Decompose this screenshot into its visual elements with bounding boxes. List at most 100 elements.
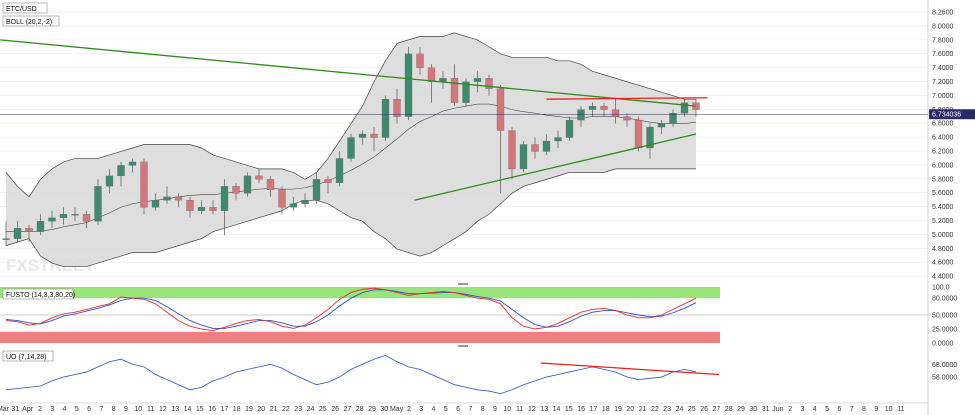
price-tick-label: 7.4000: [932, 65, 954, 72]
stoch-d-line: [5, 289, 697, 329]
x-tick-label: 6: [456, 406, 460, 413]
x-tick-label: 18: [602, 406, 610, 413]
x-tick-label: 16: [577, 406, 585, 413]
candle-body: [278, 189, 286, 208]
current-price-badge: [929, 109, 975, 120]
lower-trendline: [414, 133, 697, 201]
price-tick-label: 4.8000: [932, 246, 954, 253]
candle-body: [427, 67, 436, 82]
x-tick-label: 6: [87, 406, 91, 413]
price-tick-label: 5.0000: [932, 232, 954, 239]
stoch-k-line: [5, 287, 697, 332]
uo-line: [5, 354, 697, 395]
uo-panel: 68.0000 58.0000 UO (7,14,28): [2, 350, 957, 395]
x-tick-label: 11: [516, 406, 523, 413]
x-tick-label: 21: [270, 406, 278, 413]
x-tick-label: 18: [233, 406, 241, 413]
candle-body: [220, 186, 229, 211]
price-tick-label: 6.6000: [932, 121, 954, 128]
x-tick-label: 22: [651, 406, 659, 413]
x-tick-label: 4: [813, 406, 817, 413]
x-tick-label: 22: [282, 406, 290, 413]
candle-body: [611, 109, 620, 117]
x-tick-label: 29: [737, 406, 745, 413]
x-tick-label: 10: [134, 406, 142, 413]
candle-body: [680, 102, 689, 114]
x-tick-label: Jun: [772, 406, 783, 413]
x-tick-label: 10: [885, 406, 893, 413]
stoch-tick-label: 80.0000: [932, 296, 957, 303]
x-tick-label: 9: [493, 406, 497, 413]
x-tick-label: 13: [540, 406, 548, 413]
x-tick-label: 28: [356, 406, 364, 413]
x-tick-label: 11: [147, 406, 154, 413]
x-tick-label: 8: [862, 406, 866, 413]
x-tick-label: 15: [196, 406, 204, 413]
candle-body: [588, 105, 597, 110]
candle-body: [531, 144, 539, 152]
x-tick-label: 27: [344, 406, 352, 413]
candle-body: [13, 228, 22, 239]
candle-body: [2, 238, 10, 240]
x-tick-label: 15: [565, 406, 573, 413]
x-tick-label: 7: [850, 406, 854, 413]
candle-body: [393, 99, 401, 117]
x-tick-label: 24: [676, 406, 684, 413]
x-tick-label: 5: [75, 406, 79, 413]
candle-body: [646, 126, 654, 149]
uo-tag-bg: [2, 350, 54, 362]
candle-body: [623, 116, 631, 121]
x-tick-label: 14: [553, 406, 561, 413]
symbol-tag: ETC/USD: [6, 6, 37, 13]
candle-body: [243, 175, 252, 194]
candle-body: [266, 179, 275, 190]
price-tick-label: 8.2600: [932, 10, 954, 17]
candle-body: [59, 214, 68, 218]
candle-body: [450, 78, 459, 103]
divider-handle-1[interactable]: [458, 283, 468, 285]
candle-body: [669, 112, 677, 124]
candle-body: [163, 196, 171, 201]
uo-tick-label: 58.0000: [932, 375, 957, 382]
uo-tick-label: 68.0000: [932, 362, 957, 369]
x-tick-label: 8: [112, 406, 116, 413]
candle-body: [140, 161, 148, 208]
x-tick-label: 28: [725, 406, 733, 413]
price-tick-label: 7.8000: [932, 37, 954, 44]
x-tick-label: 29: [368, 406, 376, 413]
candle-body: [577, 109, 585, 121]
stoch-tick-label: 100.0: [932, 285, 950, 292]
candle-body: [462, 81, 470, 103]
x-tick-label: 26: [700, 406, 708, 413]
candle-body: [36, 221, 45, 232]
bollinger-lower-band: [5, 168, 696, 267]
x-tick-label: 14: [184, 406, 192, 413]
candle-body: [25, 228, 33, 232]
uo-divergence-line: [540, 362, 720, 376]
price-tick-label: 4.6000: [932, 260, 954, 267]
candle-body: [94, 186, 102, 222]
x-tick-label: 30: [380, 406, 388, 413]
candle-body: [554, 137, 562, 142]
overbought-zone: [0, 287, 720, 299]
candle-body: [381, 99, 390, 138]
price-tick-label: 6.4000: [932, 135, 954, 142]
candle-body: [255, 175, 263, 180]
x-tick-label: 25: [688, 406, 696, 413]
candle-body: [174, 196, 183, 201]
candle-body: [82, 214, 91, 222]
x-tick-label: May: [390, 406, 404, 413]
candle-body: [151, 200, 160, 208]
x-tick-label: 9: [874, 406, 878, 413]
candle-body: [312, 179, 321, 201]
candle-body: [48, 217, 56, 222]
x-tick-label: 3: [50, 406, 54, 413]
fusto-tag-bg: [2, 288, 74, 300]
candle-body: [542, 140, 551, 152]
x-tick-label: 19: [245, 406, 253, 413]
candle-body: [416, 53, 424, 68]
divider-handle-2[interactable]: [458, 345, 468, 347]
fusto-tag: FUSTO (14,3,3,80,20): [6, 292, 75, 299]
price-tick-label: 5.6000: [932, 190, 954, 197]
